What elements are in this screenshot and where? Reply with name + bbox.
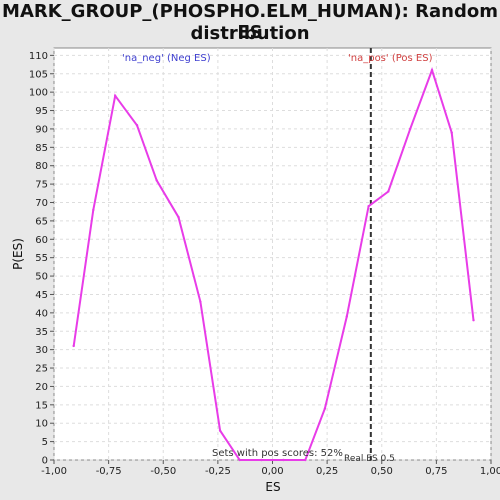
data-point: [282, 458, 285, 462]
data-point: [72, 344, 75, 348]
y-tick-label: 5: [42, 437, 48, 448]
x-tick-label: -0,75: [96, 466, 122, 477]
data-point: [408, 127, 412, 131]
x-axis: -1,00 -0,75 -0,50 -0,25 0,00 0,25 0,50 0,75 1,00: [41, 460, 500, 477]
data-point: [155, 179, 158, 182]
data-point: [199, 300, 202, 304]
x-tick-label: 0,00: [261, 466, 283, 477]
real-es-label: Real ES 0.5: [344, 454, 395, 464]
pos-es-label: 'na_pos' (Pos ES): [348, 53, 433, 64]
y-tick-label: 15: [35, 400, 48, 411]
y-tick-label: 55: [35, 253, 48, 264]
y-tick-label: 0: [42, 456, 48, 467]
y-tick-label: 30: [35, 345, 48, 356]
x-tick-label: 1,00: [480, 466, 500, 477]
y-tick-label: 80: [35, 161, 48, 172]
neg-es-label: 'na_neg' (Neg ES): [122, 53, 211, 64]
y-tick-label: 50: [35, 272, 48, 283]
data-point: [177, 216, 180, 219]
data-point: [260, 458, 263, 462]
chart-title-line-1: MARK_GROUP_(PHOSPHO.ELM_HUMAN): Random E…: [2, 1, 498, 43]
data-point: [387, 190, 390, 193]
y-tick-label: 70: [35, 198, 48, 209]
y-tick-label: 110: [29, 51, 48, 62]
x-tick-label: -0,50: [150, 466, 176, 477]
x-tick-label: 0,25: [316, 466, 338, 477]
y-tick-label: 105: [29, 69, 48, 80]
y-tick-label: 20: [35, 382, 48, 393]
y-tick-label: 10: [35, 419, 48, 430]
y-tick-label: 90: [35, 124, 48, 135]
x-tick-label: -0,25: [205, 466, 231, 477]
series-points: [72, 68, 475, 462]
chart-title-line-2: distribution: [190, 23, 310, 44]
y-axis-label: P(ES): [11, 238, 25, 270]
y-tick-label: 100: [29, 88, 48, 99]
y-tick-label: 25: [35, 364, 48, 375]
x-tick-label: 0,50: [371, 466, 393, 477]
y-tick-label: 45: [35, 290, 48, 301]
pos-scores-label: Sets with pos scores: 52%: [212, 448, 343, 459]
data-point: [113, 94, 117, 98]
data-point: [450, 131, 453, 134]
y-tick-label: 85: [35, 143, 48, 154]
y-axis: 0 5 10 15 20 25 30 35 40 45 50 55 60 65 70 75 80 85 90 95 10…: [29, 51, 54, 467]
data-point: [472, 319, 475, 322]
data-point: [367, 204, 370, 208]
data-point: [92, 208, 95, 212]
data-point: [345, 315, 348, 318]
x-tick-label: -1,00: [41, 466, 67, 477]
data-point: [238, 458, 241, 462]
data-point: [218, 429, 222, 432]
y-tick-label: 95: [35, 106, 48, 117]
data-point: [323, 407, 327, 410]
y-tick-label: 35: [35, 327, 48, 338]
y-tick-label: 75: [35, 180, 48, 191]
data-point: [304, 458, 307, 462]
y-tick-label: 40: [35, 308, 48, 319]
data-point: [135, 124, 139, 127]
y-tick-label: 65: [35, 216, 48, 227]
x-axis-label: ES: [265, 480, 280, 494]
x-tick-label: 0,75: [425, 466, 447, 477]
y-tick-label: 60: [35, 235, 48, 246]
series-line: [72, 67, 475, 461]
grid-lines: [53, 48, 492, 461]
data-point: [430, 68, 434, 72]
